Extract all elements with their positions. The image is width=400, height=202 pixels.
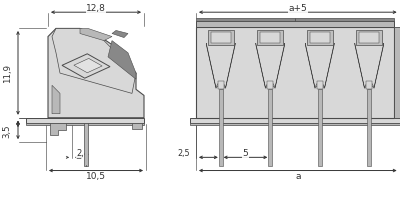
Polygon shape — [62, 55, 110, 79]
Polygon shape — [223, 44, 235, 89]
Polygon shape — [272, 44, 285, 89]
Bar — [208, 31, 234, 45]
Bar — [359, 33, 379, 44]
Bar — [316, 82, 323, 90]
Bar — [366, 82, 372, 90]
Text: 10,5: 10,5 — [86, 171, 106, 180]
Polygon shape — [305, 44, 318, 89]
Bar — [26, 118, 144, 124]
Bar — [394, 28, 400, 118]
Polygon shape — [112, 31, 128, 38]
Text: 5: 5 — [243, 149, 248, 158]
Bar — [268, 90, 272, 167]
Bar — [211, 33, 231, 44]
Bar — [196, 28, 394, 118]
Bar — [196, 22, 394, 28]
Bar — [190, 118, 400, 124]
Bar — [26, 124, 144, 125]
Polygon shape — [50, 124, 66, 135]
Text: 2,4: 2,4 — [76, 149, 90, 158]
Bar — [218, 82, 224, 90]
Polygon shape — [206, 44, 219, 89]
Polygon shape — [52, 29, 136, 94]
Polygon shape — [108, 41, 136, 80]
Bar — [356, 31, 382, 45]
Polygon shape — [256, 44, 268, 89]
Text: 3,5: 3,5 — [2, 123, 11, 137]
Bar — [84, 124, 88, 167]
Bar — [318, 90, 322, 167]
Text: a+5: a+5 — [288, 4, 307, 13]
Bar — [196, 19, 295, 22]
Bar — [307, 31, 333, 45]
Polygon shape — [48, 29, 144, 118]
Bar — [310, 33, 330, 44]
Text: a: a — [295, 171, 300, 180]
Polygon shape — [52, 86, 60, 114]
Bar — [219, 90, 222, 167]
Bar — [368, 90, 371, 167]
Polygon shape — [132, 124, 142, 129]
Bar — [257, 31, 283, 45]
Polygon shape — [322, 44, 334, 89]
Polygon shape — [371, 44, 384, 89]
Text: 2,5: 2,5 — [177, 149, 190, 158]
Bar — [267, 82, 274, 90]
Polygon shape — [355, 44, 367, 89]
Polygon shape — [80, 29, 112, 41]
Bar — [190, 124, 400, 125]
Polygon shape — [74, 59, 102, 73]
Bar — [260, 33, 280, 44]
Text: 12,8: 12,8 — [86, 4, 106, 13]
Text: 11,9: 11,9 — [4, 64, 12, 83]
Bar — [295, 19, 394, 22]
